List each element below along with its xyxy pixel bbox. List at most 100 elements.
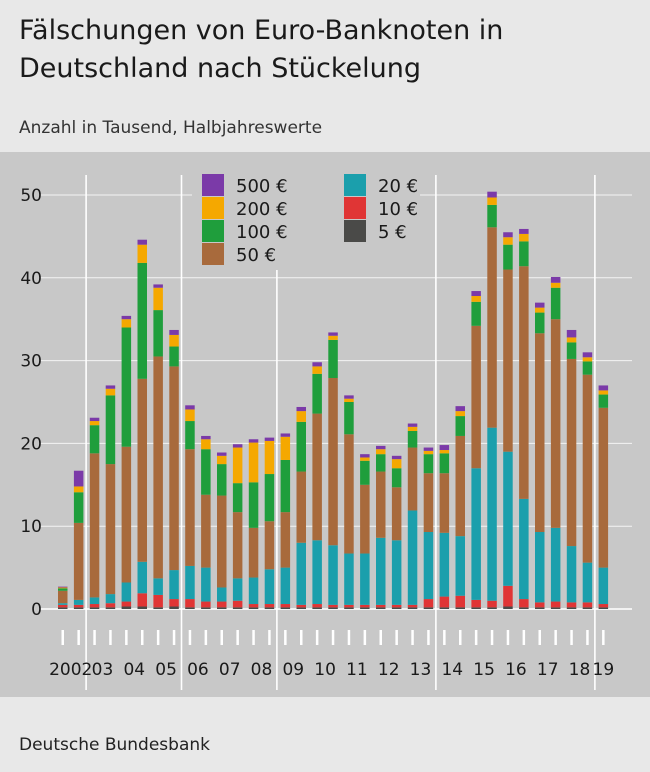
- bar-stack-2007-H2: [232, 444, 243, 609]
- legend-swatch-10-eur: [344, 197, 366, 219]
- bar-segment-10-eur: [582, 602, 593, 608]
- x-year-label: 14: [441, 660, 463, 680]
- bar-segment-100-eur: [550, 287, 561, 320]
- bar-segment-200-eur: [89, 421, 100, 426]
- x-year-label: 10: [314, 660, 336, 680]
- bar-segment-200-eur: [217, 455, 227, 465]
- bar-segment-10-eur: [58, 604, 68, 608]
- bar-segment-50-eur: [153, 356, 163, 579]
- bar-segment-200-eur: [344, 398, 354, 402]
- bar-segment-100-eur: [58, 588, 68, 591]
- bar-segment-100-eur: [153, 310, 163, 357]
- bar-segment-50-eur: [566, 358, 577, 547]
- legend-label-50-eur: 50 €: [236, 245, 276, 266]
- bar-stack-2008-H2: [264, 437, 275, 609]
- legend-label-20-eur: 20 €: [378, 176, 418, 197]
- bar-segment-50-eur: [280, 512, 291, 568]
- bar-stack-2011-H2: [360, 454, 370, 609]
- bar-segment-5-eur: [217, 607, 227, 609]
- bar-segment-10-eur: [105, 603, 116, 608]
- bar-segment-10-eur: [121, 601, 132, 607]
- bar-segment-5-eur: [137, 606, 147, 609]
- y-tick-label-20: 20: [20, 434, 42, 454]
- bar-segment-200-eur: [566, 337, 577, 343]
- bar-stack-2003-H1: [89, 417, 100, 609]
- bar-segment-100-eur: [598, 394, 609, 408]
- bar-segment-50-eur: [439, 473, 450, 533]
- bar-segment-50-eur: [264, 521, 275, 570]
- x-year-label: 04: [123, 660, 145, 680]
- bar-segment-50-eur: [105, 464, 116, 595]
- bar-segment-5-eur: [89, 607, 100, 609]
- bar-segment-100-eur: [232, 483, 243, 513]
- bar-segment-20-eur: [519, 498, 529, 600]
- bar-segment-100-eur: [121, 327, 132, 447]
- bar-segment-10-eur: [201, 601, 211, 608]
- bar-segment-10-eur: [376, 604, 386, 608]
- bar-segment-20-eur: [598, 567, 609, 605]
- bar-stack-2019-H1: [598, 385, 609, 609]
- bar-segment-20-eur: [217, 587, 227, 602]
- bar-segment-500-eur: [423, 447, 434, 451]
- bar-segment-50-eur: [58, 590, 68, 604]
- bar-segment-500-eur: [312, 362, 322, 367]
- bar-segment-5-eur: [312, 607, 322, 609]
- bar-segment-500-eur: [582, 352, 593, 358]
- bar-segment-500-eur: [185, 405, 195, 410]
- bar-segment-100-eur: [105, 395, 116, 465]
- bar-segment-200-eur: [328, 335, 338, 340]
- bar-segment-10-eur: [217, 601, 227, 608]
- x-year-label: 17: [537, 660, 559, 680]
- bar-segment-50-eur: [296, 471, 306, 543]
- bar-segment-100-eur: [217, 464, 227, 496]
- bar-segment-500-eur: [535, 302, 545, 308]
- bar-segment-50-eur: [519, 266, 529, 499]
- bar-segment-20-eur: [487, 427, 497, 601]
- bar-stack-2002-H2: [73, 470, 84, 609]
- legend-swatch-50-eur: [202, 243, 224, 265]
- bar-segment-200-eur: [455, 411, 465, 417]
- bar-segment-50-eur: [550, 319, 561, 528]
- bar-segment-5-eur: [503, 606, 513, 609]
- bar-segment-500-eur: [550, 276, 561, 283]
- bar-segment-100-eur: [503, 244, 513, 270]
- bar-stack-2012-H2: [391, 455, 402, 609]
- bar-segment-5-eur: [105, 607, 116, 609]
- bar-segment-20-eur: [89, 597, 100, 605]
- bar-segment-20-eur: [201, 567, 211, 602]
- source-note: Deutsche Bundesbank: [19, 735, 210, 755]
- bar-segment-200-eur: [58, 587, 68, 589]
- bar-segment-200-eur: [121, 319, 132, 328]
- bar-segment-200-eur: [153, 287, 163, 311]
- bar-segment-50-eur: [471, 325, 481, 469]
- bar-segment-500-eur: [58, 586, 68, 588]
- bar-segment-10-eur: [232, 600, 243, 608]
- bar-segment-50-eur: [312, 413, 322, 541]
- bar-segment-20-eur: [439, 532, 450, 597]
- bar-segment-500-eur: [121, 315, 132, 320]
- bar-segment-100-eur: [296, 421, 306, 472]
- bar-segment-500-eur: [439, 445, 450, 451]
- bar-segment-20-eur: [566, 546, 577, 603]
- bar-segment-10-eur: [455, 595, 465, 608]
- bar-segment-10-eur: [503, 585, 513, 607]
- bar-segment-5-eur: [58, 607, 68, 609]
- bar-segment-5-eur: [360, 607, 370, 609]
- bar-segment-200-eur: [137, 244, 147, 263]
- bar-segment-50-eur: [376, 471, 386, 538]
- bar-segment-50-eur: [360, 484, 370, 554]
- bar-segment-500-eur: [232, 444, 243, 448]
- bar-segment-200-eur: [550, 282, 561, 288]
- bar-segment-20-eur: [582, 562, 593, 603]
- bar-segment-500-eur: [280, 433, 291, 437]
- bar-segment-50-eur: [407, 447, 418, 511]
- bar-segment-10-eur: [407, 604, 418, 608]
- bar-segment-100-eur: [169, 346, 179, 367]
- bar-segment-10-eur: [566, 602, 577, 608]
- bar-segment-100-eur: [391, 468, 402, 488]
- bar-segment-20-eur: [391, 540, 402, 605]
- bar-segment-200-eur: [376, 449, 386, 455]
- bar-segment-20-eur: [264, 569, 275, 605]
- bar-segment-20-eur: [248, 577, 259, 605]
- bar-stack-2011-H1: [344, 395, 354, 609]
